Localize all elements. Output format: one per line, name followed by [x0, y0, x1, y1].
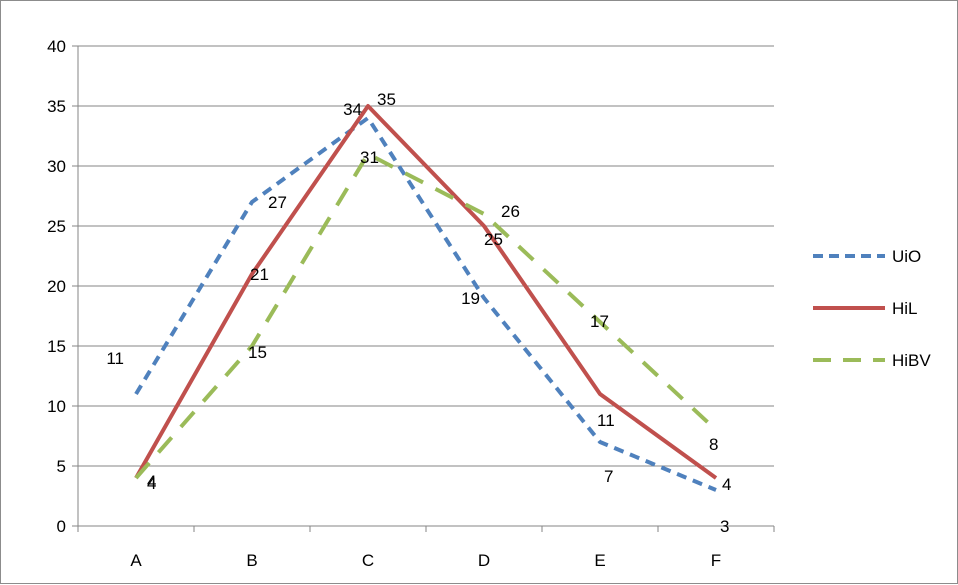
- axes: [72, 45, 775, 532]
- y-tick-label: 35: [47, 97, 66, 116]
- y-axis-tick-labels: 0 5 10 15 20 25 30 35 40: [47, 37, 66, 536]
- y-tick-label: 5: [57, 457, 66, 476]
- data-label-uio: 3: [720, 517, 729, 536]
- data-label-hil: 4: [147, 472, 156, 491]
- data-label-uio: 27: [268, 193, 287, 212]
- y-tick-label: 10: [47, 397, 66, 416]
- x-tick-label: E: [594, 551, 605, 570]
- gridlines: [78, 45, 774, 467]
- data-label-hibv: 17: [590, 312, 609, 331]
- data-label-hil: 21: [250, 265, 269, 284]
- y-tick-label: 15: [47, 337, 66, 356]
- data-label-hil: 25: [484, 230, 503, 249]
- series-line-hil: [134, 104, 718, 480]
- x-tick-label: C: [362, 551, 374, 570]
- data-label-hibv: 15: [248, 343, 267, 362]
- data-label-hibv: 4: [147, 474, 156, 493]
- series-lines: [134, 104, 718, 492]
- data-label-uio: 11: [106, 349, 124, 368]
- y-tick-label: 30: [47, 157, 66, 176]
- x-axis-tick-labels: A B C D E F: [130, 551, 721, 570]
- series-line-hibv: [134, 152, 718, 480]
- data-label-uio: 34: [343, 100, 362, 119]
- data-label-hil: 4: [722, 475, 731, 494]
- data-label-hibv: 31: [360, 148, 379, 167]
- series-line-uio: [134, 116, 717, 492]
- legend-label-hibv: HiBV: [892, 351, 931, 370]
- x-tick-label: B: [246, 551, 257, 570]
- x-tick-label: D: [478, 551, 490, 570]
- data-label-hibv: 8: [709, 435, 718, 454]
- legend-label-uio: UiO: [892, 247, 921, 266]
- data-label-hil: 11: [597, 411, 615, 430]
- y-tick-label: 25: [47, 217, 66, 236]
- y-tick-label: 0: [57, 517, 66, 536]
- y-tick-label: 40: [47, 37, 66, 56]
- y-tick-label: 20: [47, 277, 66, 296]
- data-label-hil: 35: [377, 90, 396, 109]
- x-tick-label: F: [711, 551, 721, 570]
- x-tick-label: A: [130, 551, 142, 570]
- legend-label-hil: HiL: [892, 299, 918, 318]
- data-label-uio: 19: [461, 289, 480, 308]
- legend: UiO HiL HiBV: [813, 247, 931, 370]
- data-label-uio: 7: [604, 467, 613, 486]
- data-label-hibv: 26: [501, 202, 520, 221]
